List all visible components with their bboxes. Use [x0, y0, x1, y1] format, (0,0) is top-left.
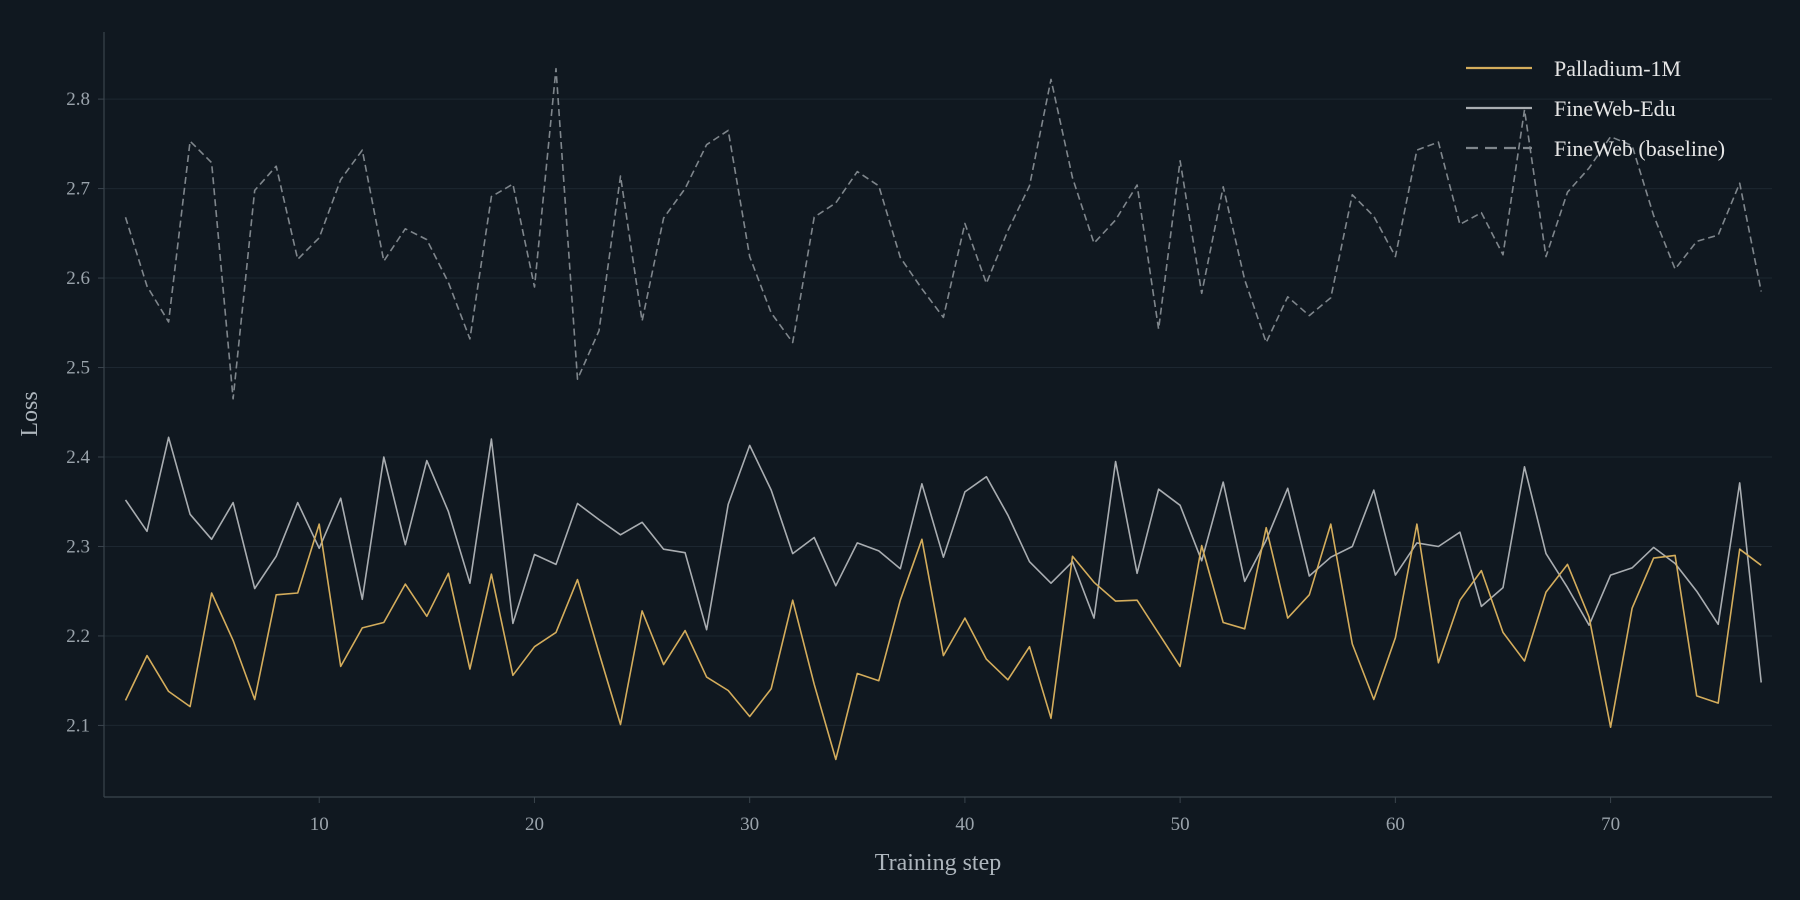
legend-label: FineWeb (baseline) [1554, 136, 1725, 161]
y-tick-label: 2.1 [66, 715, 90, 736]
y-tick-label: 2.3 [66, 536, 90, 557]
x-tick-label: 10 [310, 814, 329, 835]
x-axis-label: Training step [875, 850, 1001, 876]
x-tick-label: 60 [1386, 814, 1405, 835]
x-tick-label: 50 [1171, 814, 1190, 835]
legend-label: FineWeb-Edu [1554, 96, 1676, 121]
y-tick-label: 2.6 [66, 268, 90, 289]
legend: Palladium-1M FineWeb-Edu FineWeb (baseline… [1466, 56, 1725, 161]
grid-lines [104, 98, 1772, 726]
y-tick-label: 2.2 [66, 626, 90, 647]
legend-label: Palladium-1M [1554, 56, 1681, 81]
x-tick-label: 20 [525, 814, 544, 835]
x-tick-label: 30 [740, 814, 759, 835]
x-tick-label: 40 [955, 814, 974, 835]
y-tick-label: 2.5 [66, 358, 90, 379]
y-tick-label: 2.7 [66, 179, 90, 200]
tick-labels: 2.1 2.2 2.3 2.4 2.5 2.6 2.7 2.8 10 20 30 40 50 60 70 [66, 89, 1620, 835]
y-tick-label: 2.4 [66, 447, 90, 468]
axes [98, 32, 1772, 803]
y-tick-label: 2.8 [66, 89, 90, 110]
y-axis-label: Loss [17, 391, 43, 436]
series-line-fineweb-edu [124, 436, 1762, 683]
series-lines [124, 67, 1762, 761]
series-line-fineweb-baseline [124, 67, 1762, 400]
x-tick-label: 70 [1601, 814, 1620, 835]
series-line-palladium-1m [124, 523, 1762, 761]
